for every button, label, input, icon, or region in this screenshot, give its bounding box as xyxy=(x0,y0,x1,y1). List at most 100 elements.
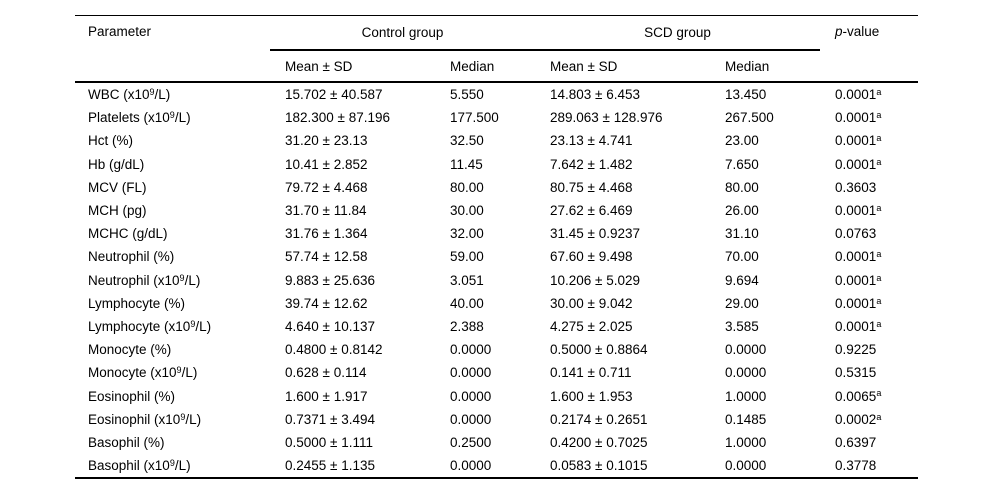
col-header-scd-median: Median xyxy=(710,50,821,83)
p-value-text: 0.0001 xyxy=(835,87,877,103)
paper-table-region: Parameter Control group SCD group p-valu… xyxy=(75,15,919,480)
p-value-text: 0.5315 xyxy=(835,365,877,381)
hematology-comparison-table: Parameter Control group SCD group p-valu… xyxy=(75,15,919,480)
parameter-superscript: 9 xyxy=(149,87,155,98)
scd-mean-sd-cell: 4.275 ± 2.025 xyxy=(550,318,633,334)
control-mean-sd-cell: 0.4800 ± 0.8142 xyxy=(285,342,383,358)
significance-superscript: a xyxy=(876,87,882,98)
parameter-cell: Neutrophil (x109/L) xyxy=(75,269,270,292)
p-value-text: 0.3603 xyxy=(835,179,877,195)
table-row: Platelets (x109/L) 182.300 ± 87.196 177.50… xyxy=(75,106,918,129)
control-median-cell: 0.0000 xyxy=(450,365,492,381)
p-value-text: 0.0002 xyxy=(835,411,877,427)
p-value-text: 0.0001 xyxy=(835,156,877,172)
table-row: Basophil (x109/L) 0.2455 ± 1.135 0.0000 0.0… xyxy=(75,454,918,478)
significance-superscript: a xyxy=(876,133,882,144)
p-value-cell: 0.0001a xyxy=(820,315,918,338)
header-row-groups: Parameter Control group SCD group p-valu… xyxy=(75,15,919,83)
significance-superscript: a xyxy=(876,388,882,399)
control-median-cell: 5.550 xyxy=(450,87,484,103)
scd-median-cell: 7.650 xyxy=(725,156,759,172)
control-mean-sd-cell: 0.5000 ± 1.111 xyxy=(285,434,373,450)
p-value-cell: 0.5315 xyxy=(820,361,918,384)
control-mean-sd-cell: 0.2455 ± 1.135 xyxy=(285,458,375,474)
parameter-text: Neutrophil (x10 xyxy=(88,272,180,288)
significance-superscript: a xyxy=(876,249,882,260)
control-median-cell: 32.00 xyxy=(450,226,484,242)
control-mean-sd-cell: 39.74 ± 12.62 xyxy=(285,295,368,311)
p-value-cell: 0.9225 xyxy=(820,338,918,361)
p-value-cell: 0.0002a xyxy=(820,408,918,431)
scd-median-cell: 70.00 xyxy=(725,249,759,265)
parameter-cell: WBC (x109/L) xyxy=(75,82,270,106)
control-mean-sd-cell: 15.702 ± 40.587 xyxy=(285,87,383,103)
control-median-cell: 0.2500 xyxy=(450,434,492,450)
table-row: Lymphocyte (%) 39.74 ± 12.62 40.00 30.00 ± … xyxy=(75,292,918,315)
parameter-cell: Hct (%) xyxy=(75,129,270,152)
significance-superscript: a xyxy=(876,411,882,422)
control-mean-sd-cell: 0.628 ± 0.114 xyxy=(285,365,367,381)
scd-mean-sd-cell: 1.600 ± 1.953 xyxy=(550,388,633,404)
p-value-label-rest: -value xyxy=(842,24,880,39)
parameter-cell: Lymphocyte (%) xyxy=(75,292,270,315)
scd-median-cell: 13.450 xyxy=(725,87,767,103)
parameter-cell: Basophil (x109/L) xyxy=(75,454,270,478)
parameter-cell: Eosinophil (x109/L) xyxy=(75,408,270,431)
p-value-cell: 0.0065a xyxy=(820,384,918,407)
table-row: WBC (x109/L) 15.702 ± 40.587 5.550 14.803 ±… xyxy=(75,82,918,106)
parameter-cell: Basophil (%) xyxy=(75,431,270,454)
p-value-text: 0.0001 xyxy=(835,318,877,334)
control-median-cell: 30.00 xyxy=(450,203,484,219)
p-value-cell: 0.0763 xyxy=(820,222,918,245)
parameter-cell: Monocyte (x109/L) xyxy=(75,361,270,384)
parameter-superscript: 9 xyxy=(176,365,182,376)
col-header-control-mean-sd: Mean ± SD xyxy=(270,50,435,83)
parameter-unit-text: /L) xyxy=(174,110,191,126)
scd-mean-sd-cell: 0.4200 ± 0.7025 xyxy=(550,434,648,450)
parameter-superscript: 9 xyxy=(190,318,196,329)
control-median-cell: 177.500 xyxy=(450,110,499,126)
parameter-text: Eosinophil (%) xyxy=(88,388,176,404)
parameter-superscript: 9 xyxy=(180,411,186,422)
p-value-text: 0.0001 xyxy=(835,249,877,265)
scd-mean-sd-cell: 289.063 ± 128.976 xyxy=(550,110,663,126)
p-value-text: 0.6397 xyxy=(835,434,877,450)
parameter-cell: Lymphocyte (x109/L) xyxy=(75,315,270,338)
control-mean-sd-cell: 57.74 ± 12.58 xyxy=(285,249,368,265)
scd-median-cell: 1.0000 xyxy=(725,434,767,450)
control-mean-sd-cell: 31.70 ± 11.84 xyxy=(285,203,367,219)
table-row: Monocyte (%) 0.4800 ± 0.8142 0.0000 0.5000 … xyxy=(75,338,918,361)
col-header-control-group: Control group xyxy=(270,15,535,51)
table-row: Eosinophil (x109/L) 0.7371 ± 3.494 0.0000 0… xyxy=(75,408,918,431)
parameter-text: Lymphocyte (x10 xyxy=(88,318,191,334)
control-median-cell: 0.0000 xyxy=(450,388,492,404)
control-median-cell: 0.0000 xyxy=(450,411,492,427)
significance-superscript: a xyxy=(876,295,882,306)
p-value-cell: 0.0001a xyxy=(820,269,918,292)
control-median-cell: 11.45 xyxy=(450,156,483,172)
scd-median-cell: 0.0000 xyxy=(725,342,767,358)
p-value-text: 0.9225 xyxy=(835,342,877,358)
significance-superscript: a xyxy=(876,318,882,329)
parameter-unit-text: /L) xyxy=(185,411,202,427)
parameter-cell: Monocyte (%) xyxy=(75,338,270,361)
scd-median-cell: 80.00 xyxy=(725,179,759,195)
table-header: Parameter Control group SCD group p-valu… xyxy=(75,15,919,83)
scd-mean-sd-cell: 67.60 ± 9.498 xyxy=(550,249,633,265)
control-median-cell: 2.388 xyxy=(450,318,484,334)
parameter-text: Hct (%) xyxy=(88,133,133,149)
p-value-text: 0.0001 xyxy=(835,133,877,149)
p-value-cell: 0.0001a xyxy=(820,129,918,152)
control-median-cell: 40.00 xyxy=(450,295,484,311)
col-header-parameter: Parameter xyxy=(75,15,270,83)
control-mean-sd-cell: 79.72 ± 4.468 xyxy=(285,179,368,195)
p-value-cell: 0.0001a xyxy=(820,153,918,176)
parameter-text: MCH (pg) xyxy=(88,203,147,219)
p-value-cell: 0.0001a xyxy=(820,245,918,268)
table-row: MCV (FL) 79.72 ± 4.468 80.00 80.75 ± 4.468 8… xyxy=(75,176,918,199)
parameter-cell: Platelets (x109/L) xyxy=(75,106,270,129)
parameter-text: MCV (FL) xyxy=(88,179,147,195)
parameter-unit-text: /L) xyxy=(181,365,198,381)
p-value-cell: 0.3778 xyxy=(820,454,918,478)
p-value-text: 0.0001 xyxy=(835,203,877,219)
